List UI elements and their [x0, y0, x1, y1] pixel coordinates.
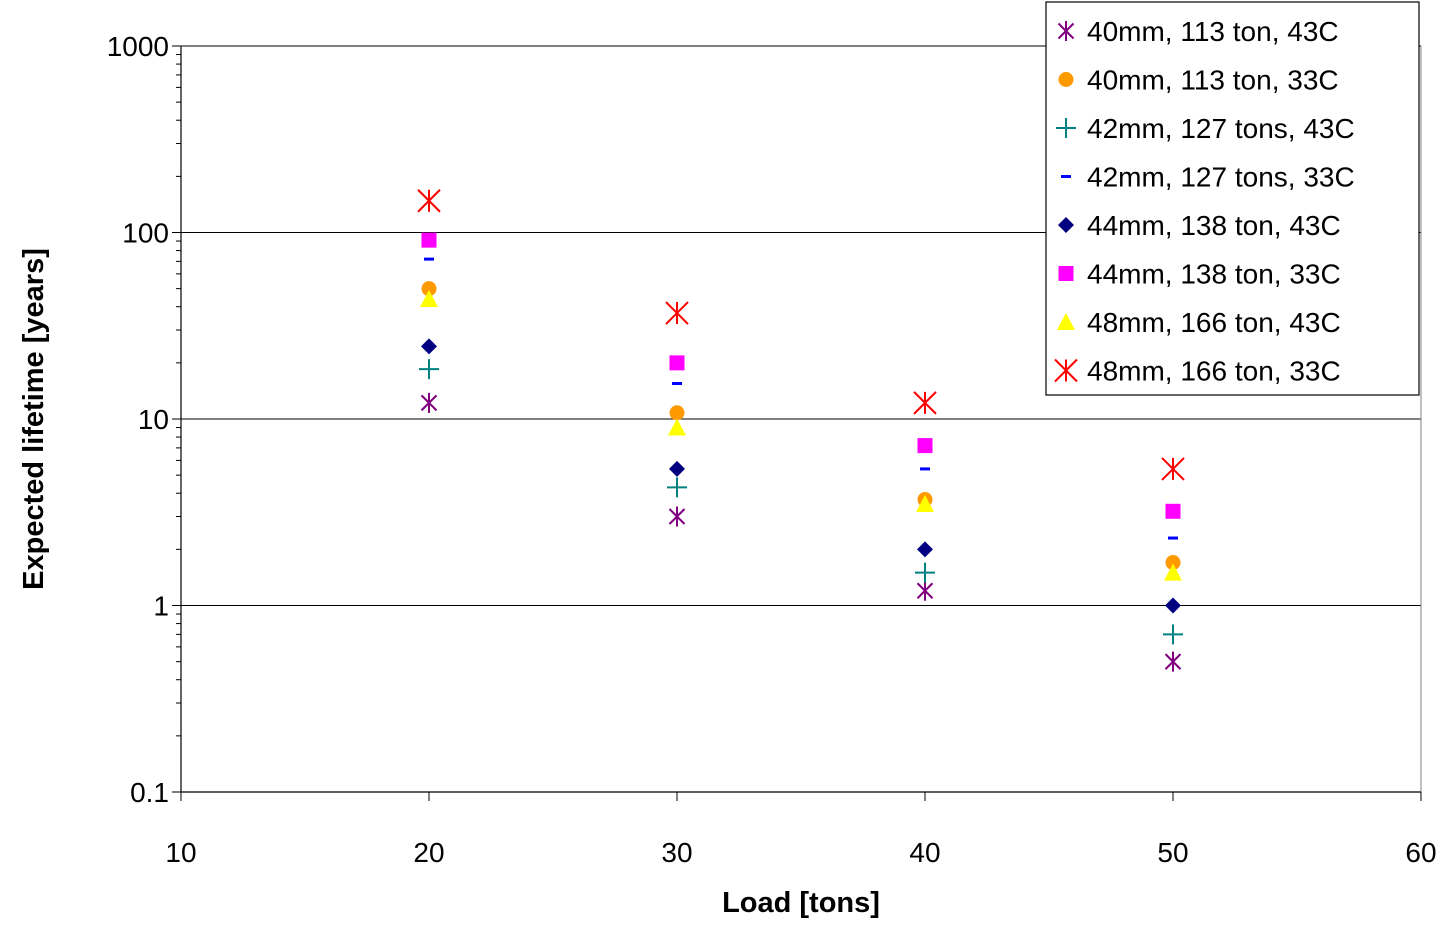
legend-marker [1057, 21, 1075, 41]
legend-marker [1058, 266, 1074, 281]
data-point [917, 438, 933, 454]
data-point [1165, 503, 1181, 519]
legend-label: 48mm, 166 ton, 43C [1087, 307, 1341, 338]
data-point [913, 391, 937, 415]
x-tick-label: 60 [1405, 837, 1436, 868]
data-points [417, 189, 1185, 672]
axes: 0.1 1 10 100 1000 10 20 30 40 50 60 [107, 31, 1437, 868]
x-tick-label: 30 [661, 837, 692, 868]
series-7 [420, 289, 1182, 581]
data-point [668, 418, 686, 436]
data-point [669, 405, 685, 421]
data-point [1165, 555, 1181, 571]
legend-marker [1054, 358, 1078, 383]
x-tick-label: 50 [1157, 837, 1188, 868]
y-tick-label: 0.1 [130, 777, 169, 808]
legend-label: 44mm, 138 ton, 43C [1087, 210, 1341, 241]
data-point [1161, 457, 1185, 481]
legend-marker [1058, 72, 1074, 87]
legend-label: 48mm, 166 ton, 33C [1087, 356, 1341, 387]
legend: 40mm, 113 ton, 43C 40mm, 113 ton, 33C 42mm… [1045, 1, 1420, 396]
legend-label: 42mm, 127 tons, 33C [1087, 162, 1355, 193]
legend-label: 44mm, 138 ton, 33C [1087, 259, 1341, 290]
legend-marker [1061, 175, 1071, 178]
data-point [665, 301, 689, 325]
legend-marker [1057, 313, 1075, 330]
y-tick-label: 1000 [107, 31, 169, 62]
data-point [1163, 624, 1183, 645]
y-tick-label: 100 [122, 218, 169, 249]
legend-box [1045, 1, 1420, 396]
data-point [669, 460, 685, 477]
y-tick-label: 1 [153, 591, 169, 622]
data-point [916, 580, 934, 601]
data-point [917, 541, 933, 558]
x-tick-label: 40 [909, 837, 940, 868]
data-point [915, 562, 935, 583]
data-point [420, 392, 438, 413]
series-1 [420, 392, 1182, 672]
data-point [421, 338, 437, 355]
series-8 [417, 189, 1185, 481]
data-point [1168, 536, 1178, 540]
data-point [1164, 563, 1182, 581]
data-point [672, 382, 682, 386]
y-tick-label: 10 [138, 404, 169, 435]
data-point [669, 355, 685, 371]
legend-marker [1056, 118, 1076, 138]
data-point [424, 257, 434, 261]
series-5 [421, 338, 1181, 614]
legend-label: 40mm, 113 ton, 43C [1087, 16, 1339, 47]
data-point [421, 232, 437, 248]
data-point [668, 506, 686, 527]
legend-label: 40mm, 113 ton, 33C [1087, 65, 1339, 96]
data-point [417, 189, 441, 213]
series-4 [424, 257, 1178, 540]
x-tick-label: 10 [165, 837, 196, 868]
legend-marker [1058, 217, 1074, 233]
data-point [420, 289, 438, 307]
x-axis-title: Load [tons] [722, 887, 880, 919]
series-3 [419, 359, 1183, 645]
data-point [1165, 597, 1181, 614]
legend-label: 42mm, 127 tons, 43C [1087, 113, 1355, 144]
x-tick-label: 20 [413, 837, 444, 868]
data-point [421, 281, 437, 297]
series-6 [421, 232, 1181, 519]
data-point [916, 495, 934, 513]
data-point [419, 359, 439, 380]
data-point [1164, 651, 1182, 672]
data-point [920, 467, 930, 471]
data-point [667, 477, 687, 498]
y-axis-title: Expected lifetime [years] [18, 248, 50, 590]
